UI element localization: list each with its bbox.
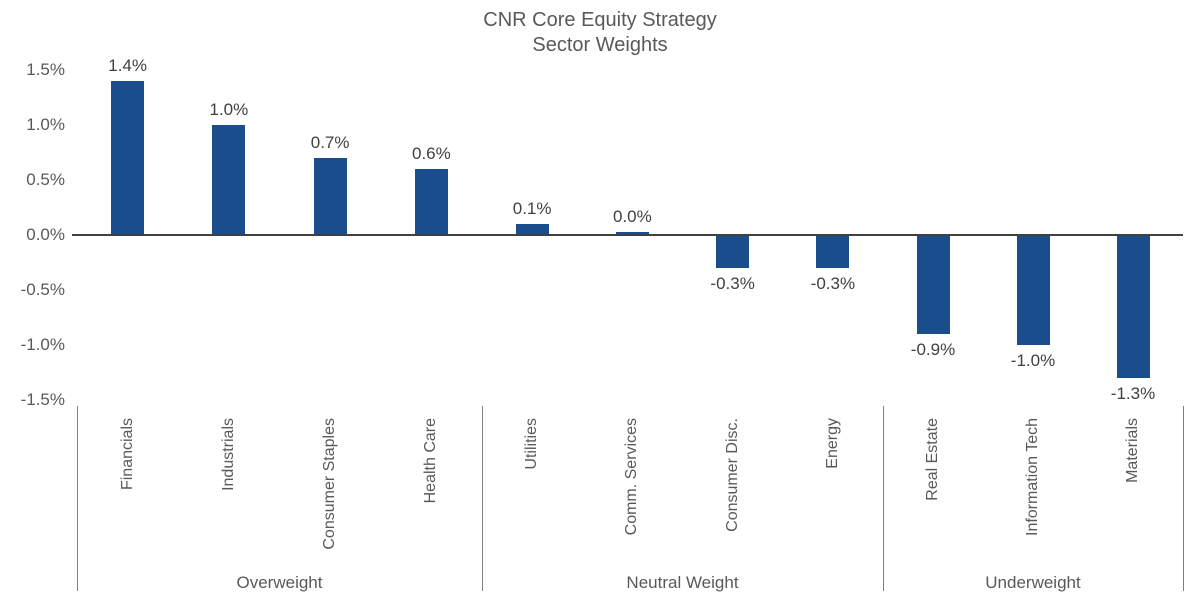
bar-information-tech [1016, 235, 1050, 345]
group-separator-2 [883, 406, 884, 591]
group-separator-3 [1183, 406, 1184, 591]
y-tick-1-0: 1.0% [26, 115, 65, 134]
group-separator-0 [77, 406, 78, 591]
bar-consumer-staples [313, 158, 347, 235]
category-label-materials: Materials [1124, 418, 1141, 483]
category-label-consumer-disc: Consumer Disc. [723, 418, 741, 532]
chart-title: CNR Core Equity Strategy Sector Weights [0, 8, 1200, 58]
y-tick-0-5: 0.5% [26, 170, 65, 189]
value-label-industrials: 1.0% [209, 100, 249, 119]
category-label-utilities: Utilities [523, 418, 541, 470]
value-label-health-care: 0.6% [412, 144, 451, 163]
chart-title-line1: CNR Core Equity Strategy [483, 9, 717, 31]
category-label-real-estate: Real Estate [924, 418, 941, 501]
value-label-consumer-staples: 0.7% [310, 133, 350, 152]
value-label-consumer-disc: -0.3% [710, 274, 755, 293]
y-tick-1-5: 1.5% [26, 60, 65, 79]
category-label-energy: Energy [823, 418, 841, 469]
category-label-information-tech: Information Tech [1024, 418, 1041, 536]
group-label-underweight: Underweight [985, 573, 1081, 592]
value-label-financials: 1.4% [108, 56, 147, 75]
y-tick-0-0: 0.0% [26, 225, 65, 244]
category-label-industrials: Industrials [219, 418, 237, 491]
zero-axis-line [72, 234, 1183, 236]
y-tick-1-5: -1.5% [20, 390, 65, 409]
bar-consumer-disc [716, 235, 750, 268]
group-separator-1 [482, 406, 483, 591]
value-label-information-tech: -1.0% [1010, 351, 1056, 370]
value-label-comm-services: 0.0% [613, 207, 652, 226]
y-tick-1-0: -1.0% [20, 335, 65, 354]
value-label-energy: -0.3% [810, 274, 856, 293]
category-label-financials: Financials [118, 418, 136, 491]
bar-financials [111, 81, 145, 235]
bar-energy [816, 235, 850, 268]
value-label-materials: -1.3% [1110, 384, 1156, 403]
bar-industrials [212, 125, 246, 235]
chart-title-line2: Sector Weights [532, 34, 668, 56]
value-label-utilities: 0.1% [512, 199, 552, 218]
category-label-comm-services: Comm. Services [623, 418, 641, 536]
value-label-real-estate: -0.9% [910, 340, 956, 359]
bar-real-estate [916, 235, 950, 334]
category-label-consumer-staples: Consumer Staples [321, 418, 339, 550]
category-label-health-care: Health Care [422, 418, 440, 504]
bar-utilities [515, 224, 549, 235]
group-label-overweight: Overweight [236, 573, 323, 592]
bar-materials [1116, 235, 1150, 378]
group-label-neutral-weight: Neutral Weight [626, 573, 739, 592]
y-tick-0-5: -0.5% [20, 280, 65, 299]
bar-health-care [414, 169, 448, 235]
